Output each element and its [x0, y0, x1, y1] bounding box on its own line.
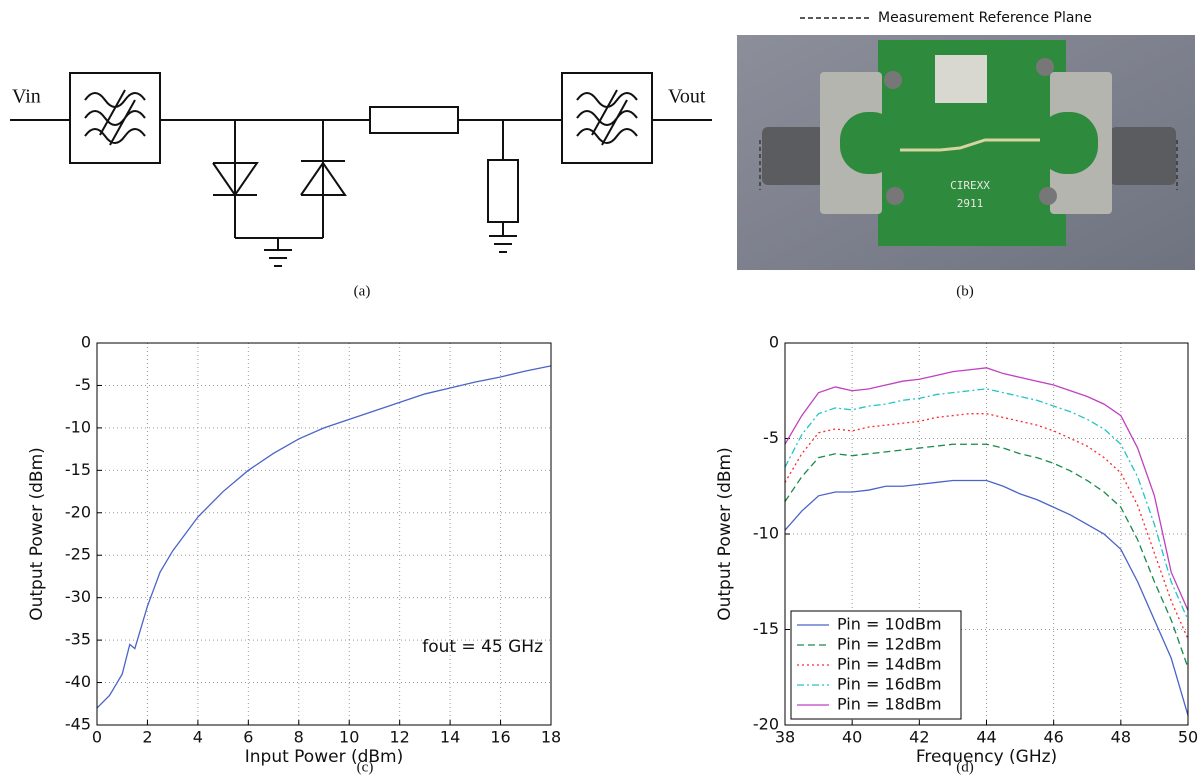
- x-tick-label: 48: [1111, 728, 1131, 747]
- y-tick-label: -30: [65, 587, 91, 606]
- x-axis-label: Input Power (dBm): [245, 747, 404, 767]
- x-tick-label: 10: [339, 728, 359, 747]
- annotation: fout = 45 GHz: [422, 637, 543, 657]
- x-tick-label: 40: [842, 728, 862, 747]
- line: [784, 367, 1189, 611]
- x-tick-label: 18: [541, 728, 561, 747]
- y-axis-label: Output Power (dBm): [27, 447, 47, 621]
- y-tick-label: 0: [769, 333, 779, 352]
- caption: (a): [354, 283, 371, 299]
- board-label: CIREXX: [950, 179, 990, 192]
- line: [784, 443, 1189, 668]
- x-tick-label: 4: [193, 728, 203, 747]
- photo-legend: Measurement Reference Plane: [878, 10, 1092, 26]
- x-tick-label: 8: [294, 728, 304, 747]
- y-tick-label: 0: [81, 333, 91, 352]
- y-tick-label: -15: [65, 460, 91, 479]
- y-tick-label: -45: [65, 715, 91, 734]
- line: [784, 388, 1189, 621]
- y-tick-label: -10: [65, 417, 91, 436]
- y-tick-label: -25: [65, 545, 91, 564]
- schematic: [10, 72, 712, 267]
- x-tick-label: 12: [389, 728, 409, 747]
- caption: (c): [357, 759, 374, 775]
- x-tick-label: 0: [92, 728, 102, 747]
- input-label: Vin: [12, 86, 41, 108]
- plot-frame: [784, 342, 1189, 726]
- y-tick-label: -40: [65, 672, 91, 691]
- board-label: 2911: [957, 197, 984, 210]
- line: [96, 365, 552, 709]
- output-label: Vout: [668, 86, 706, 108]
- x-tick-label: 42: [909, 728, 929, 747]
- y-tick-label: -15: [753, 619, 779, 638]
- x-tick-label: 44: [976, 728, 996, 747]
- plot-frame: [96, 342, 552, 726]
- x-tick-label: 2: [142, 728, 152, 747]
- x-tick-label: 46: [1043, 728, 1063, 747]
- y-tick-label: -20: [65, 502, 91, 521]
- caption: (d): [956, 759, 974, 775]
- y-tick-label: -5: [75, 375, 91, 394]
- photo: [737, 35, 1195, 270]
- y-tick-label: -5: [763, 428, 779, 447]
- y-tick-label: -35: [65, 630, 91, 649]
- legend-label: Pin = 14dBm: [837, 655, 942, 674]
- x-tick-label: 50: [1178, 728, 1198, 747]
- x-tick-label: 6: [243, 728, 253, 747]
- y-tick-label: -10: [753, 524, 779, 543]
- x-tick-label: 16: [490, 728, 510, 747]
- x-tick-label: 38: [775, 728, 795, 747]
- legend-label: Pin = 10dBm: [837, 615, 942, 634]
- y-axis-label: Output Power (dBm): [715, 447, 735, 621]
- legend-box: [790, 610, 962, 720]
- caption: (b): [956, 283, 974, 299]
- x-tick-label: 14: [440, 728, 460, 747]
- plot-area: [97, 343, 551, 725]
- legend-label: Pin = 16dBm: [837, 675, 942, 694]
- legend-label: Pin = 12dBm: [837, 635, 942, 654]
- x-axis-label: Frequency (GHz): [916, 747, 1057, 767]
- y-tick-label: -20: [753, 715, 779, 734]
- legend-label: Pin = 18dBm: [837, 695, 942, 714]
- line: [784, 479, 1189, 716]
